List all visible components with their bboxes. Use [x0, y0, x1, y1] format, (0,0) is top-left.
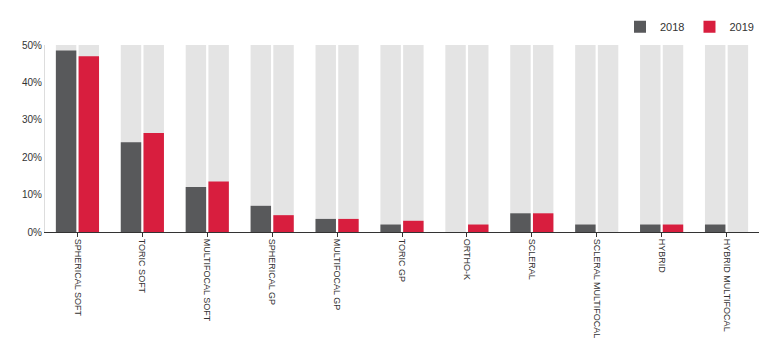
svg-text:40%: 40%: [22, 77, 42, 88]
svg-text:HYBRID: HYBRID: [657, 239, 667, 274]
svg-text:10%: 10%: [22, 189, 42, 200]
svg-text:SCLERAL MULTIFOCAL: SCLERAL MULTIFOCAL: [592, 239, 602, 339]
svg-text:TORIC SOFT: TORIC SOFT: [137, 239, 147, 294]
svg-text:0%: 0%: [28, 227, 43, 238]
svg-text:ORTHO-K: ORTHO-K: [462, 239, 472, 280]
svg-text:20%: 20%: [22, 152, 42, 163]
svg-text:HYBRID MULTIFOCAL: HYBRID MULTIFOCAL: [722, 239, 732, 332]
svg-text:2018: 2018: [660, 21, 684, 33]
svg-text:30%: 30%: [22, 114, 42, 125]
svg-text:TORIC GP: TORIC GP: [397, 239, 407, 282]
svg-text:MULTIFOCAL GP: MULTIFOCAL GP: [332, 239, 342, 311]
svg-text:SCLERAL: SCLERAL: [527, 239, 537, 280]
svg-text:2019: 2019: [729, 21, 753, 33]
svg-text:MULTIFOCAL SOFT: MULTIFOCAL SOFT: [202, 239, 212, 322]
svg-text:SPHERICAL GP: SPHERICAL GP: [267, 239, 277, 305]
svg-text:SPHERICAL SOFT: SPHERICAL SOFT: [73, 239, 83, 317]
svg-text:50%: 50%: [22, 40, 42, 51]
